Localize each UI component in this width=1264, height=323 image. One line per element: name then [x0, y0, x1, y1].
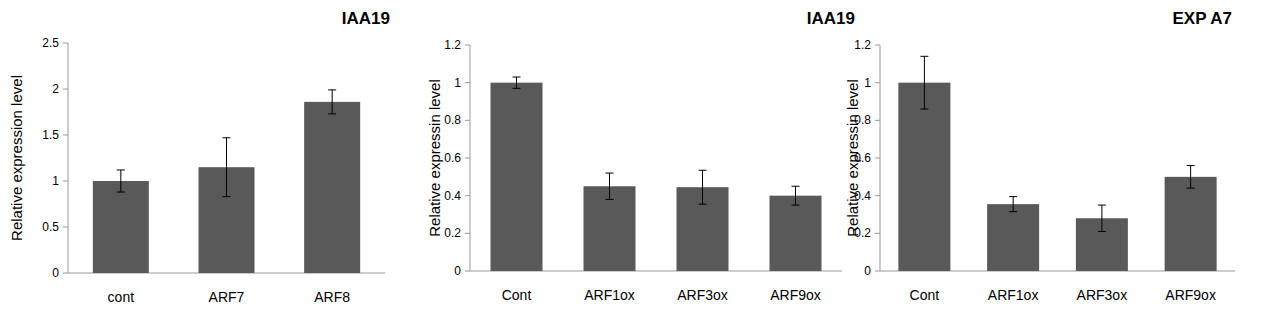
bars [93, 90, 360, 273]
x-tick-label: ARF1ox [988, 287, 1039, 303]
y-tick-label: 0.6 [854, 151, 871, 165]
y-tick [465, 271, 470, 272]
x-tick-label: ARF3ox [677, 287, 728, 303]
y-tick [63, 273, 68, 274]
y-tick-label: 0.5 [42, 220, 59, 234]
y-tick-label: 2 [52, 82, 59, 96]
x-tick-label: ARF9ox [770, 287, 821, 303]
y-tick [465, 82, 470, 83]
error-bar [328, 90, 336, 114]
y-tick [63, 43, 68, 44]
y-tick [63, 181, 68, 182]
y-tick-label: 0.4 [444, 189, 461, 203]
x-tick-label: ARF8 [314, 289, 350, 305]
chart-title: EXP A7 [1172, 9, 1232, 28]
x-tick-label: ARF9ox [1165, 287, 1216, 303]
y-tick-label: 2.5 [42, 36, 59, 50]
y-tick-label: 1 [52, 174, 59, 188]
error-bar [920, 56, 928, 109]
y-tick-label: 1.2 [444, 38, 461, 52]
y-tick-label: 1.5 [42, 128, 59, 142]
error-bar [1098, 205, 1106, 231]
chart-panel: IAA19 Relative expressin level 0 0.2 0.4 0.6 0… [426, 9, 855, 303]
y-tick-label: 0 [454, 264, 461, 278]
y-tick-label: 0.8 [444, 113, 461, 127]
y-tick [63, 89, 68, 90]
bars [898, 56, 1216, 271]
bar [93, 181, 149, 273]
y-tick [465, 158, 470, 159]
chart-panel: IAA19 Relative expression level 0 0.5 1 1.5 2 2… [8, 9, 390, 305]
x-tick-label: Cont [502, 287, 532, 303]
y-tick [63, 227, 68, 228]
y-tick [875, 195, 880, 196]
error-bar [1009, 197, 1017, 212]
x-tick-label: ARF1ox [584, 287, 635, 303]
y-tick [465, 45, 470, 46]
y-tick [875, 82, 880, 83]
bars [491, 77, 822, 271]
y-tick [465, 120, 470, 121]
error-bar [513, 77, 521, 88]
x-tick-label: ARF3ox [1077, 287, 1128, 303]
y-tick-label: 0 [864, 264, 871, 278]
y-tick-label: 0 [52, 266, 59, 280]
error-bar [1187, 166, 1195, 189]
error-bar [699, 170, 707, 204]
bar [304, 102, 360, 273]
bar [987, 204, 1039, 271]
y-axis-label: Relative expressin level [426, 79, 443, 237]
chart-panel: EXP A7Relative expressin level00.20.40.6… [844, 9, 1235, 303]
y-tick-label: 0.6 [444, 151, 461, 165]
y-tick [875, 120, 880, 121]
y-tick-label: 1 [864, 76, 871, 90]
chart-title: IAA19 [807, 9, 855, 28]
error-bar [606, 173, 614, 199]
y-tick [875, 45, 880, 46]
y-tick [465, 195, 470, 196]
x-tick-label: cont [108, 289, 135, 305]
error-bar [792, 186, 800, 205]
bar [491, 83, 543, 271]
y-axis-line [68, 43, 69, 273]
figure: IAA19 Relative expression level 0 0.5 1 1.5 2 2… [0, 0, 1264, 323]
y-tick-label: 0.4 [854, 189, 871, 203]
y-axis-label: Relative expression level [8, 75, 25, 241]
bar [898, 83, 950, 271]
bar [770, 196, 822, 271]
y-tick [465, 233, 470, 234]
y-tick-label: 0.2 [444, 226, 461, 240]
bar [1165, 177, 1217, 271]
y-tick-label: 0.8 [854, 113, 871, 127]
error-bar [223, 138, 231, 197]
y-tick [875, 158, 880, 159]
y-tick-label: 1.2 [854, 38, 871, 52]
chart-title: IAA19 [342, 9, 390, 28]
y-tick-label: 1 [454, 76, 461, 90]
y-tick [875, 233, 880, 234]
x-tick-label: ARF7 [209, 289, 245, 305]
y-tick [63, 135, 68, 136]
error-bar [117, 170, 125, 192]
y-tick-label: 0.2 [854, 226, 871, 240]
bar [584, 186, 636, 271]
y-tick [875, 271, 880, 272]
x-tick-label: Cont [910, 287, 940, 303]
